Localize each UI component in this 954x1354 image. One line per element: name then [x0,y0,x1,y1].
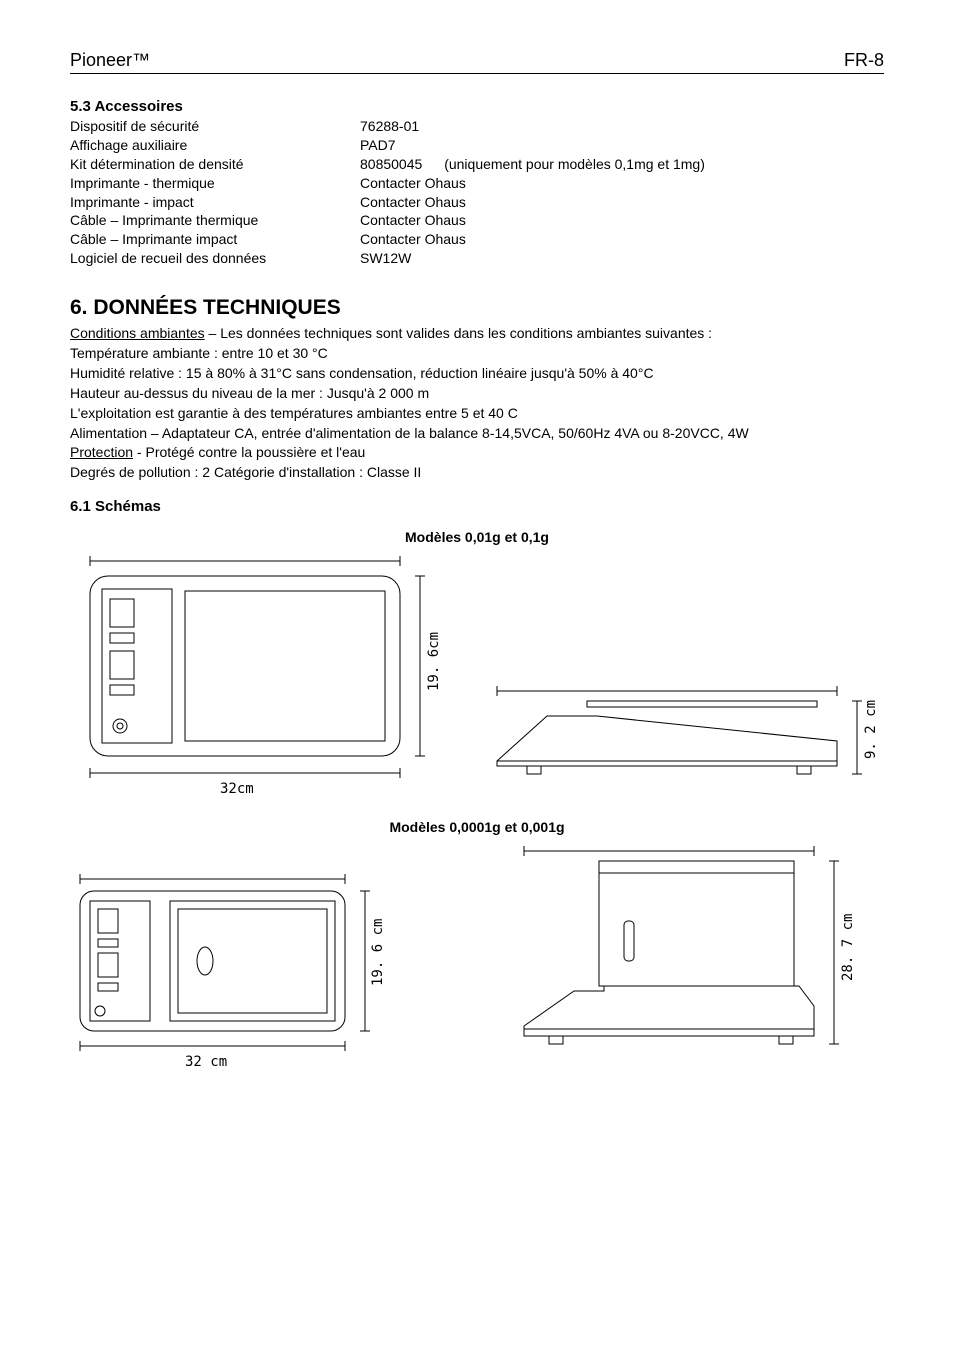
dim-width2: 32 cm [185,1054,227,1070]
acc-row: Câble – Imprimante thermique Contacter O… [70,211,884,230]
acc-value-text: 80850045 [360,156,422,172]
acc-value: PAD7 [360,136,884,155]
acc-row: Affichage auxiliaire PAD7 [70,136,884,155]
acc-label: Kit détermination de densité [70,155,360,174]
prot-line: Protection - Protégé contre la poussière… [70,443,884,462]
acc-value-text: PAD7 [360,137,396,153]
acc-value: Contacter Ohaus [360,193,884,212]
cond-label: Conditions ambiantes [70,325,205,341]
tech-data: Conditions ambiantes – Les données techn… [70,324,884,482]
diagram2-top: 19. 6 cm 32 cm [70,871,410,1071]
acc-row: Kit détermination de densité 80850045 (u… [70,155,884,174]
acc-value: Contacter Ohaus [360,174,884,193]
acc-value: Contacter Ohaus [360,211,884,230]
acc-row: Imprimante - impact Contacter Ohaus [70,193,884,212]
tech-line: Alimentation – Adaptateur CA, entrée d'a… [70,424,884,443]
acc-label: Imprimante - thermique [70,174,360,193]
accessories-list: Dispositif de sécurité 76288-01 Affichag… [70,117,884,268]
diagram2-title: Modèles 0,0001g et 0,001g [70,819,884,835]
dim-side-h: 9. 2 cm [863,700,879,759]
acc-label: Dispositif de sécurité [70,117,360,136]
tech-line: L'exploitation est garantie à des tempér… [70,404,884,423]
acc-row: Logiciel de recueil des données SW12W [70,249,884,268]
prot-text: - Protégé contre la poussière et l'eau [133,444,365,460]
diagram1-side: 9. 2 cm [487,671,884,801]
acc-value: Contacter Ohaus [360,230,884,249]
brand: Pioneer™ [70,50,150,71]
dim-height2: 19. 6 cm [370,919,386,986]
acc-label: Câble – Imprimante impact [70,230,360,249]
section-6-title: 6. DONNÉES TECHNIQUES [70,296,884,320]
acc-row: Câble – Imprimante impact Contacter Ohau… [70,230,884,249]
acc-value: 80850045 (uniquement pour modèles 0,1mg … [360,155,884,174]
degrees-line: Degrés de pollution : 2 Catégorie d'inst… [70,463,884,482]
page-header: Pioneer™ FR-8 [70,50,884,74]
diagram2-side: 28. 7 cm [504,841,884,1071]
cond-line: Conditions ambiantes – Les données techn… [70,324,884,343]
dim-width: 32cm [220,781,254,797]
acc-row: Imprimante - thermique Contacter Ohaus [70,174,884,193]
diagram2: 19. 6 cm 32 cm 28. 7 cm [70,841,884,1071]
cond-text: – Les données techniques sont valides da… [205,325,712,341]
acc-value: SW12W [360,249,884,268]
acc-label: Câble – Imprimante thermique [70,211,360,230]
diagram1: 19. 6cm 32cm 9. 2 cm [70,551,884,801]
prot-label: Protection [70,444,133,460]
section-5-3-title: 5.3 Accessoires [70,98,884,115]
tech-line: Hauteur au-dessus du niveau de la mer : … [70,384,884,403]
acc-value-text: 76288-01 [360,118,419,134]
page-number: FR-8 [844,50,884,71]
acc-label: Imprimante - impact [70,193,360,212]
tech-line: Température ambiante : entre 10 et 30 °C [70,344,884,363]
dim-height: 19. 6cm [426,632,442,691]
section-6-1-title: 6.1 Schémas [70,498,884,515]
diagram1-top: 19. 6cm 32cm [70,551,447,801]
acc-label: Affichage auxiliaire [70,136,360,155]
diagram1-title: Modèles 0,01g et 0,1g [70,529,884,545]
acc-label: Logiciel de recueil des données [70,249,360,268]
acc-value: 76288-01 [360,117,884,136]
acc-note: (uniquement pour modèles 0,1mg et 1mg) [444,156,705,172]
acc-row: Dispositif de sécurité 76288-01 [70,117,884,136]
dim-side-h2: 28. 7 cm [840,914,856,981]
tech-line: Humidité relative : 15 à 80% à 31°C sans… [70,364,884,383]
